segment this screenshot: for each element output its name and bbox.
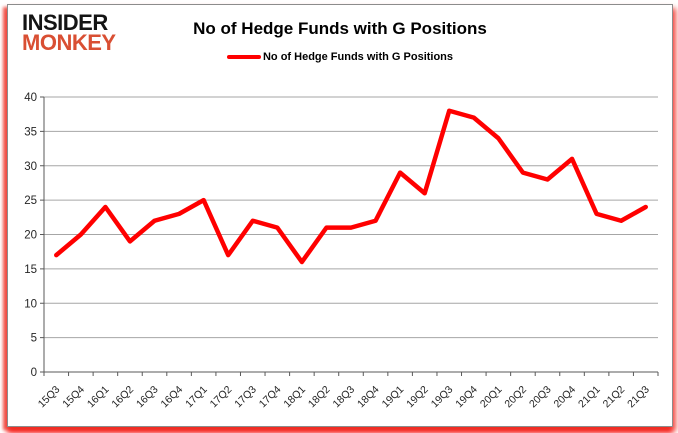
x-axis-tick-label: 19Q1 [380, 384, 407, 411]
y-axis-tick-label: 35 [24, 126, 37, 138]
y-axis-tick-label: 15 [24, 264, 37, 276]
y-axis-tick-label: 0 [31, 367, 37, 379]
x-axis-tick-label: 18Q4 [355, 384, 382, 411]
y-axis-tick-label: 10 [24, 298, 37, 310]
x-axis-tick-label: 17Q3 [232, 384, 259, 411]
x-axis-tick-label: 16Q2 [109, 384, 136, 411]
x-axis-tick-label: 16Q3 [134, 384, 161, 411]
x-axis-tick-label: 17Q2 [208, 384, 235, 411]
y-axis-tick-label: 40 [24, 92, 37, 104]
x-axis-tick-label: 20Q3 [527, 384, 554, 411]
insider-monkey-logo: INSIDER MONKEY [22, 10, 116, 56]
y-axis-tick-label: 5 [31, 333, 37, 345]
y-axis-tick-label: 25 [24, 195, 37, 207]
x-axis-tick-label: 18Q1 [281, 384, 308, 411]
chart-header: INSIDER MONKEY No of Hedge Funds with G … [8, 5, 672, 89]
y-axis-tick-label: 20 [24, 230, 37, 242]
x-axis-tick-label: 21Q3 [625, 384, 652, 411]
x-axis-tick-label: 21Q2 [601, 384, 628, 411]
series-line [54, 108, 648, 265]
x-axis-tick-label: 15Q3 [36, 384, 63, 411]
y-axis-tick-label: 30 [24, 161, 37, 173]
x-axis-tick-label: 17Q4 [257, 384, 284, 411]
chart-title: No of Hedge Funds with G Positions [193, 19, 487, 38]
logo-word-insider: INSIDER [22, 10, 108, 35]
x-axis-tick-label: 19Q3 [429, 384, 456, 411]
chart-card: INSIDER MONKEY No of Hedge Funds with G … [7, 4, 673, 427]
logo-word-monkey: MONKEY [22, 30, 116, 56]
x-axis-tick-label: 20Q4 [552, 384, 579, 411]
legend-line-swatch [226, 55, 261, 59]
x-axis-tick-label: 19Q4 [453, 384, 480, 411]
x-axis-tick-label: 16Q4 [159, 384, 186, 411]
x-axis-tick-label: 16Q1 [85, 384, 112, 411]
x-axis-tick-label: 18Q3 [330, 384, 357, 411]
chart-canvas: 0 5 10 15 20 25 30 35 40 15Q315Q416Q116Q216Q316Q4… [24, 92, 659, 411]
x-axis-tick-label: 19Q2 [404, 384, 431, 411]
x-axis-tick-label: 21Q1 [576, 384, 603, 411]
x-axis-tick-label: 15Q4 [60, 384, 87, 411]
x-axis-tick-label: 20Q1 [478, 384, 505, 411]
legend-label: No of Hedge Funds with G Positions [262, 51, 454, 63]
x-axis-tick-label: 20Q2 [502, 384, 529, 411]
legend: No of Hedge Funds with G Positions [8, 51, 672, 63]
x-axis-tick-label: 17Q1 [183, 384, 210, 411]
x-axis-tick-label: 18Q2 [306, 384, 333, 411]
